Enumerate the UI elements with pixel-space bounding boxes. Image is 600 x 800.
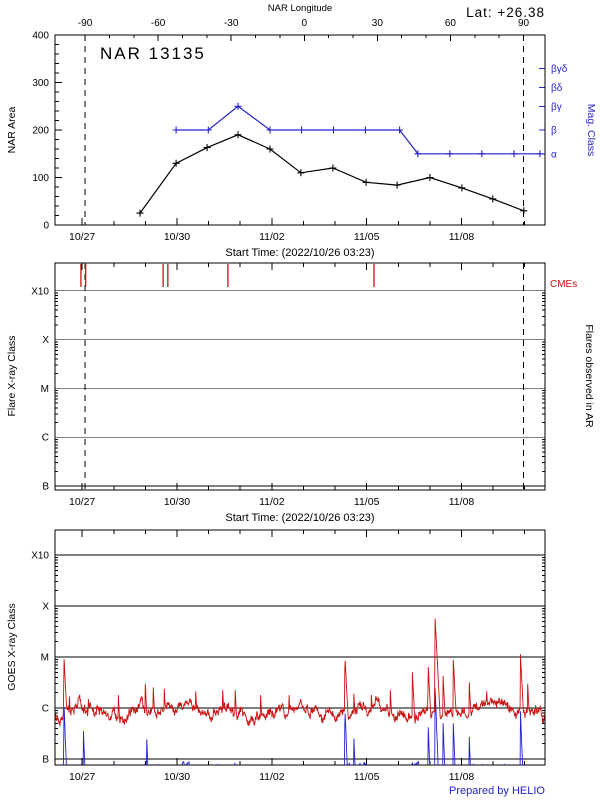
panel1-start-time: Start Time: (2022/10/26 03:23) xyxy=(225,247,374,259)
panel1-nar-area: 10/27 10/30 11/02 11/05 11/080100200300400-9… xyxy=(32,18,567,243)
lon-tick-label: 30 xyxy=(372,18,384,29)
y-tick-label: C xyxy=(42,433,49,444)
goes-long-wavelength-curve xyxy=(55,618,545,727)
mag-class-label: βγ xyxy=(551,102,562,113)
x-tick-label: 11/08 xyxy=(449,496,475,508)
panel-border xyxy=(54,262,546,491)
x-tick-label: 10/30 xyxy=(164,231,190,243)
y-tick-label: B xyxy=(42,755,49,766)
x-tick-label: 11/05 xyxy=(354,496,380,508)
panel2-start-time: Start Time: (2022/10/26 03:23) xyxy=(225,512,374,524)
panel3-ylabel: GOES X-ray Class xyxy=(6,603,18,691)
panel-border xyxy=(54,34,546,226)
x-tick-label: 11/02 xyxy=(259,496,285,508)
lon-tick-label: -30 xyxy=(224,18,239,29)
x-tick-label: 10/27 xyxy=(69,771,95,783)
x-tick-label: 10/27 xyxy=(69,231,95,243)
latitude-label: Lat: +26.38 xyxy=(466,5,545,20)
x-tick-label: 11/05 xyxy=(354,231,380,243)
x-tick-label: 10/27 xyxy=(69,496,95,508)
y-tick-label: 300 xyxy=(32,78,49,89)
y-tick-label: X xyxy=(42,335,49,346)
panel2-flares-observed: B C M X X10 10/27 10/30 11/02 11/05 11/08 xyxy=(31,262,546,508)
y-tick-label: X10 xyxy=(31,551,49,562)
mag-class-label: βδ xyxy=(551,83,563,94)
x-tick-label: 11/02 xyxy=(259,771,285,783)
mag-class-markers xyxy=(172,102,544,158)
y-tick-label: 200 xyxy=(32,126,49,137)
lon-tick-label: 90 xyxy=(518,18,530,29)
credit-label: Prepared by HELIO xyxy=(449,785,545,797)
panel2-ylabel: Flare X-ray Class xyxy=(6,335,18,416)
panel3-goes-xray: B C M X X10 10/27 10/30 11/02 11/05 11/08 xyxy=(31,529,546,783)
lon-tick-label: 60 xyxy=(445,18,457,29)
lon-tick-label: -90 xyxy=(78,18,93,29)
x-tick-label: 11/02 xyxy=(259,231,285,243)
panel-border xyxy=(54,529,546,766)
y-tick-label: M xyxy=(41,384,49,395)
y-tick-label: B xyxy=(42,482,49,493)
y-tick-label: 400 xyxy=(32,31,49,42)
x-tick-label: 11/08 xyxy=(449,771,475,783)
mag-class-label: βγδ xyxy=(551,64,568,75)
nar-area-markers xyxy=(136,131,528,217)
x-tick-label: 10/30 xyxy=(164,496,190,508)
mag-class-label: β xyxy=(551,126,557,137)
y-tick-label: 0 xyxy=(43,221,49,232)
cme-label: CMEs xyxy=(550,279,577,290)
y-tick-label: 100 xyxy=(32,173,49,184)
y-tick-label: X10 xyxy=(31,286,49,297)
y-tick-label: C xyxy=(42,704,49,715)
nar-area-line xyxy=(139,134,525,214)
y-tick-label: X xyxy=(42,602,49,613)
panel1-right-ylabel: Mag. Class xyxy=(585,104,597,157)
x-tick-label: 11/05 xyxy=(354,771,380,783)
y-tick-label: M xyxy=(41,653,49,664)
mag-class-label: α xyxy=(551,149,557,160)
panel1-ylabel: NAR Area xyxy=(6,106,18,153)
mag-class-line xyxy=(176,105,540,155)
panel1-title: NAR 13135 xyxy=(100,44,206,63)
x-tick-label: 10/30 xyxy=(164,771,190,783)
lon-tick-label: 0 xyxy=(301,18,307,29)
x-tick-label: 11/08 xyxy=(449,231,475,243)
panel2-right-ylabel: Flares observed in AR xyxy=(583,324,595,428)
lon-tick-label: -60 xyxy=(151,18,166,29)
nar-longitude-axis-title: NAR Longitude xyxy=(268,3,332,14)
